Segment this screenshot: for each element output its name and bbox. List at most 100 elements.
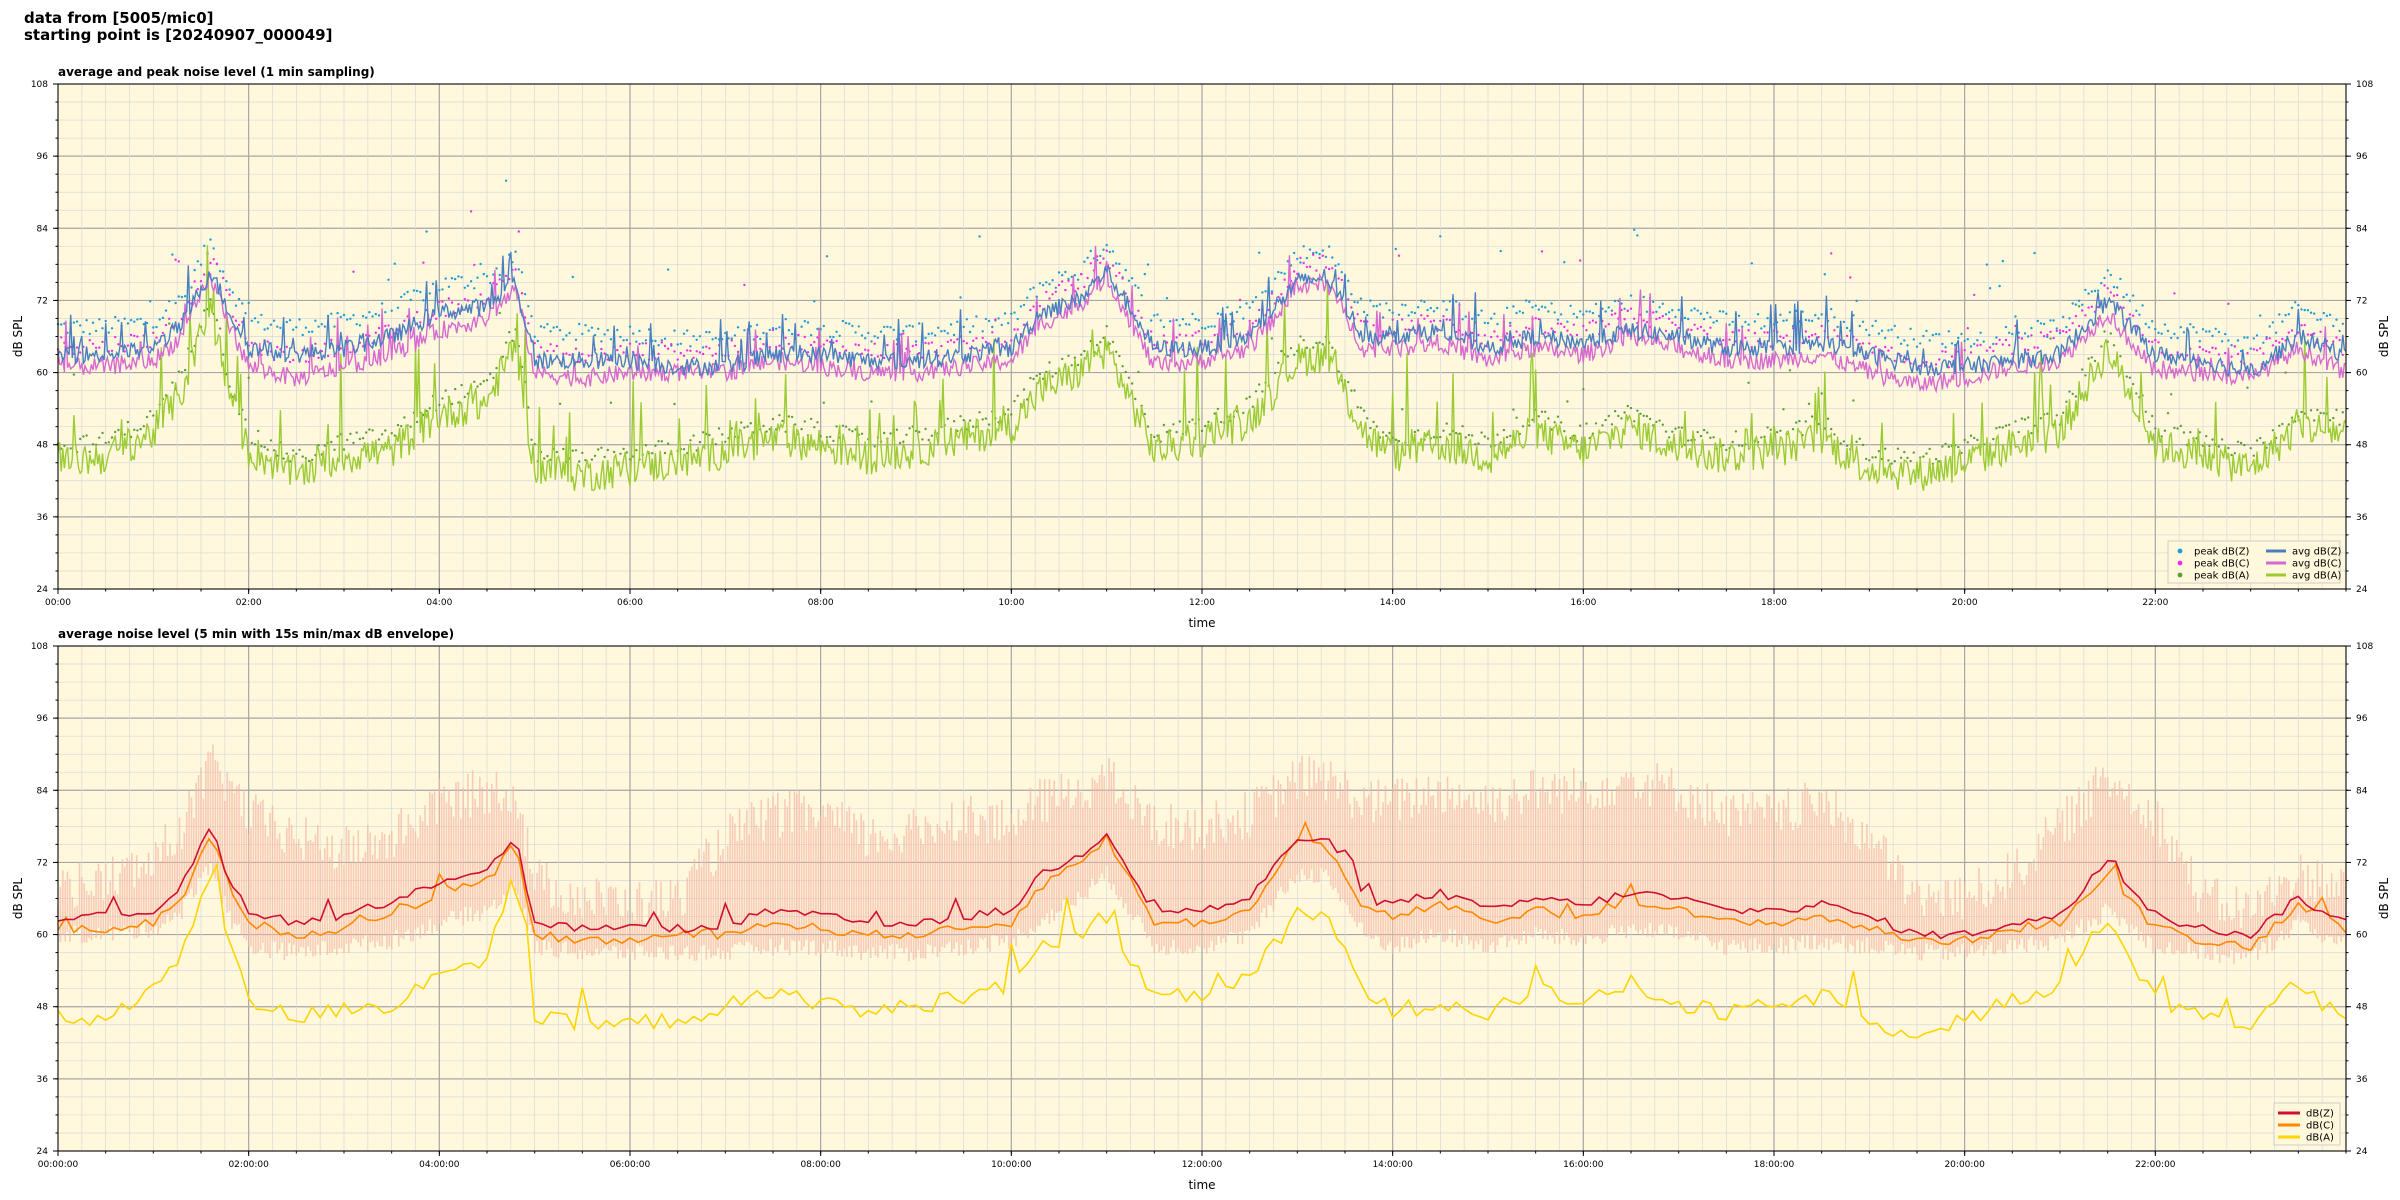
peak-point [1696,327,1699,330]
peak-point [2128,313,2132,316]
peak-point [2004,325,2008,329]
peak-point [1477,333,1480,337]
peak-point [647,328,651,331]
peak-point [956,320,959,323]
peak-point [2252,348,2255,351]
peak-point [1442,300,1445,303]
peak-point [1559,421,1563,424]
peak-point [829,435,832,438]
peak-point [911,325,914,328]
peak-point [2062,411,2065,414]
peak-point [2224,351,2227,355]
peak-point [2189,323,2192,326]
peak-point [2065,400,2068,403]
peak-point [530,438,533,441]
peak-point [787,415,791,418]
legend-marker [2177,560,2183,566]
peak-point [2201,348,2205,351]
peak-point [1509,321,1512,325]
peak-point [632,332,635,335]
peak-point [396,306,400,309]
peak-point [149,346,152,349]
peak-point [657,344,660,347]
peak-point [775,327,778,330]
peak-point [1817,317,1820,320]
peak-point [1248,306,1251,309]
peak-point [975,315,978,318]
peak-point [168,317,171,320]
peak-point [1207,325,1210,329]
peak-point [1337,263,1340,266]
peak-point [1791,428,1795,431]
peak-point [1995,342,1998,346]
peak-point [1127,279,1131,282]
peak-point [1658,316,1661,320]
peak-point [168,300,171,303]
peak-point [1547,417,1550,420]
peak-point [272,449,276,452]
peak-point [1312,346,1315,349]
peak-point [902,332,905,335]
peak-point [1493,330,1496,333]
peak-point [1709,316,1712,319]
peak-point [835,330,838,333]
peak-point [1531,418,1534,421]
peak-point [1280,271,1283,274]
peak-point [387,324,390,327]
peak-point [1165,341,1169,344]
peak-point [1445,422,1448,425]
peak-point [1296,272,1299,276]
peak-point [771,417,775,421]
peak-point [883,325,886,329]
peak-point [2316,318,2319,322]
peak-point [1915,345,1919,348]
peak-point [1299,335,1302,338]
peak-point [2328,419,2332,422]
peak-point [930,434,934,437]
peak-point [1490,335,1493,339]
peak-point [1966,441,1970,444]
peak-point [2096,305,2100,309]
peak-point [1397,313,1401,316]
peak-point [276,345,279,349]
peak-point [1591,319,1595,322]
peak-point [1178,333,1182,336]
peak-point [1496,322,1499,326]
peak-point [622,339,625,342]
peak-point [701,352,705,356]
peak-point [1270,290,1274,293]
peak-point [1429,320,1433,323]
peak-point [422,261,425,264]
peak-point [1973,342,1976,346]
peak-point [1667,436,1671,439]
peak-point [1903,361,1906,364]
peak-point [2287,331,2290,334]
peak-point [666,442,670,445]
peak-point [1969,351,1973,354]
peak-point [816,327,819,331]
peak-point [2166,329,2170,333]
peak-point [85,434,88,437]
peak-point [768,346,771,349]
peak-point [809,334,813,337]
peak-point [619,335,622,339]
peak-point [1858,342,1862,345]
peak-point [2004,424,2008,427]
peak-point [104,441,107,445]
peak-point [174,258,177,261]
peak-point [1089,262,1093,265]
peak-point [981,330,984,333]
peak-point [622,447,625,451]
peak-point [2281,422,2284,426]
peak-point [88,332,92,336]
y-tick-label-right: 60 [2356,931,2368,941]
peak-point [918,430,921,434]
peak-point [2274,331,2278,334]
peak-point [136,318,139,321]
peak-point [285,320,288,324]
peak-point [457,303,460,306]
peak-point [1760,436,1763,439]
peak-point [133,428,136,431]
peak-point [1871,456,1874,459]
peak-point [1016,317,1019,321]
